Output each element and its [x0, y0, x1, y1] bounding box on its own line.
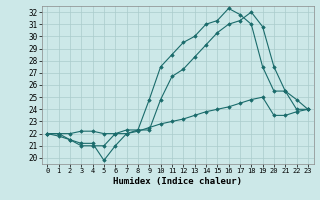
X-axis label: Humidex (Indice chaleur): Humidex (Indice chaleur)	[113, 177, 242, 186]
